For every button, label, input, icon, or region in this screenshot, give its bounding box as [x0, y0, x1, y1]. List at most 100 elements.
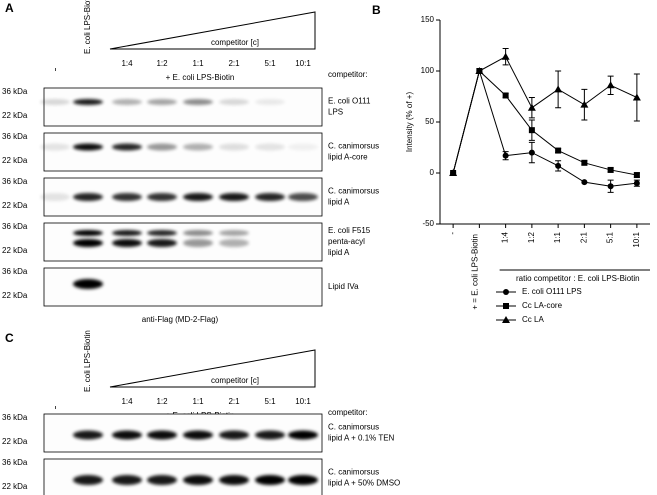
band	[73, 143, 103, 151]
blot-label: C. canimorsus	[328, 423, 379, 432]
data-point	[581, 179, 588, 186]
band	[288, 193, 318, 201]
x-tick-label: 1:1	[553, 231, 562, 243]
kda-marker: 22 kDa	[2, 201, 28, 210]
band	[40, 143, 70, 151]
gradient-triangle	[109, 349, 316, 388]
blot-frame	[43, 132, 323, 172]
kda-marker: 36 kDa	[2, 87, 28, 96]
blot-label: lipid A	[328, 198, 350, 207]
blot-label: Lipid IVa	[328, 282, 359, 291]
gradient-label: competitor [c]	[211, 38, 259, 47]
data-point	[528, 127, 535, 134]
lane-label: 1:1	[192, 397, 204, 406]
lane-label: 5:1	[264, 59, 276, 68]
band	[255, 99, 285, 105]
blot-label: LPS	[328, 108, 343, 117]
y-tick-label: 50	[425, 117, 434, 126]
x-tick-label: 1:4	[501, 231, 510, 243]
data-point	[580, 100, 589, 108]
band	[147, 475, 177, 485]
x-tick-label: 1:2	[527, 231, 536, 243]
band	[183, 143, 213, 151]
kda-marker: 36 kDa	[2, 177, 28, 186]
data-point	[555, 162, 562, 169]
x-tick-label: 10:1	[632, 231, 641, 247]
band	[219, 230, 249, 236]
legend-marker	[503, 289, 509, 295]
blot-label: C. canimorsus	[328, 187, 379, 196]
y-axis-label: Intensity (% of +)	[405, 92, 414, 153]
band	[183, 475, 213, 485]
lane-label: 1:4	[121, 397, 133, 406]
band	[73, 99, 103, 105]
data-point	[581, 159, 588, 166]
kda-marker: 22 kDa	[2, 437, 28, 446]
data-point	[554, 85, 563, 93]
kda-marker: 36 kDa	[2, 222, 28, 231]
band	[112, 430, 142, 440]
band	[219, 193, 249, 201]
band	[112, 143, 142, 151]
band	[112, 99, 142, 105]
legend-label: E. coli O111 LPS	[522, 287, 582, 296]
lane-label: 1:2	[156, 59, 168, 68]
lane-label: 10:1	[295, 397, 311, 406]
lane-label: 5:1	[264, 397, 276, 406]
lane-header: E. coli LPS-Biotin	[83, 0, 92, 54]
band	[219, 99, 249, 105]
band	[255, 475, 285, 485]
gradient-triangle	[109, 11, 316, 50]
blot-label: lipid A + 50% DMSO	[328, 479, 400, 488]
data-point	[528, 149, 535, 156]
band	[183, 430, 213, 440]
y-tick-label: -50	[422, 219, 434, 228]
band	[147, 143, 177, 151]
band	[147, 239, 177, 247]
data-point	[502, 92, 509, 99]
data-point	[449, 169, 458, 176]
competitor-label: competitor:	[328, 408, 368, 417]
band	[112, 239, 142, 247]
blot-label: E. coli F515	[328, 226, 371, 235]
band	[147, 430, 177, 440]
y-tick-label: 0	[430, 168, 435, 177]
series-line	[452, 69, 637, 187]
lane-dot	[55, 68, 56, 71]
band	[255, 430, 285, 440]
band	[288, 475, 318, 485]
legend-marker	[502, 316, 510, 323]
lane-label: 1:4	[121, 59, 133, 68]
x-axis-label: ratio competitor : E. coli LPS-Biotin	[516, 274, 640, 283]
band	[288, 430, 318, 440]
panel-label: C	[5, 331, 14, 345]
data-point	[527, 103, 536, 111]
band	[73, 430, 103, 440]
band	[73, 475, 103, 485]
blot-label: C. canimorsus	[328, 468, 379, 477]
data-point	[555, 147, 562, 154]
legend-label: Cc LA-core	[522, 301, 563, 310]
band	[73, 193, 103, 201]
band	[112, 230, 142, 236]
data-point	[606, 81, 615, 89]
plus-label: + E. coli LPS-Biotin	[166, 73, 235, 82]
band	[288, 143, 318, 151]
data-point	[633, 180, 640, 187]
band	[219, 430, 249, 440]
band	[255, 193, 285, 201]
band	[40, 99, 70, 105]
band	[147, 230, 177, 236]
band	[219, 475, 249, 485]
series-line	[452, 56, 638, 174]
band	[255, 143, 285, 151]
gradient-label: competitor [c]	[211, 376, 259, 385]
legend-marker	[503, 303, 509, 309]
lane-label: 1:1	[192, 59, 204, 68]
band	[112, 475, 142, 485]
legend-label: Cc LA	[522, 315, 544, 324]
competitor-label: competitor:	[328, 70, 368, 79]
kda-marker: 36 kDa	[2, 458, 28, 467]
data-point	[607, 183, 614, 190]
